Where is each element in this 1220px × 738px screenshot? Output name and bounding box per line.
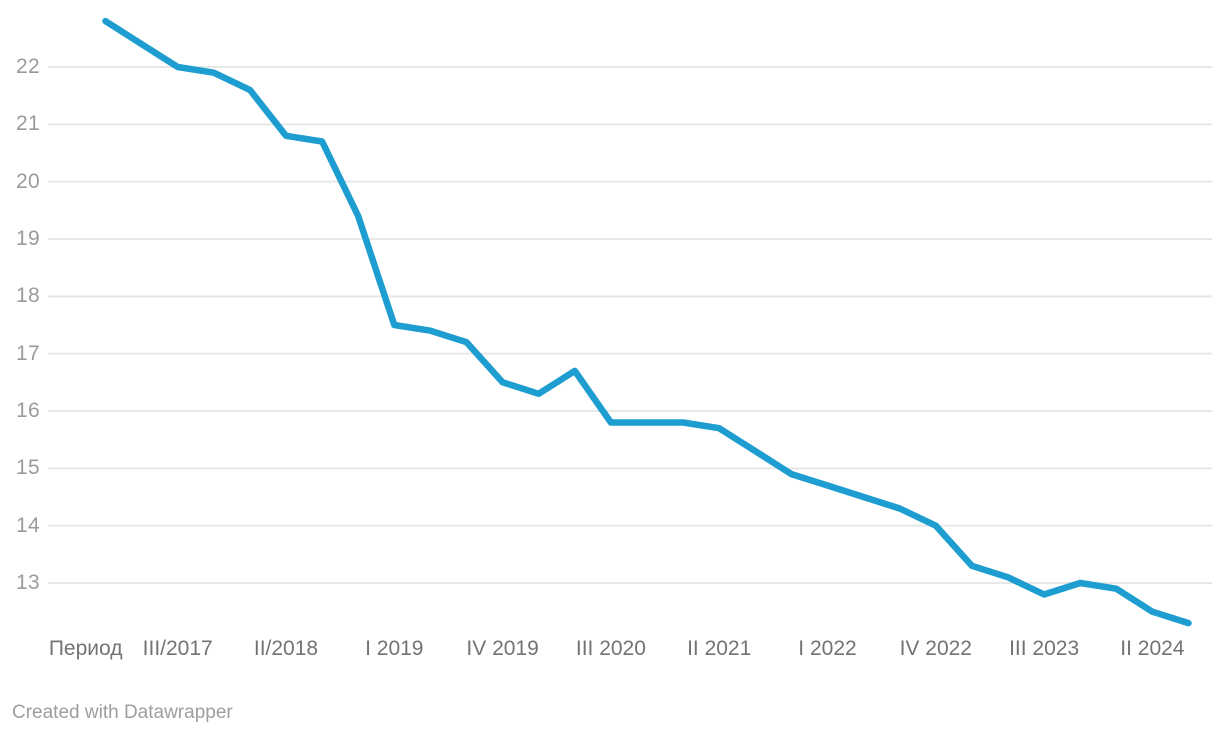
x-tick-label: III 2023 — [1009, 637, 1080, 660]
y-tick-label: 16 — [16, 398, 40, 422]
y-tick-label: 13 — [16, 570, 40, 594]
gridlines — [48, 66, 1212, 584]
x-tick-label: Период — [48, 637, 123, 660]
x-tick-label: II/2018 — [253, 637, 319, 660]
y-tick-label: 14 — [16, 513, 40, 537]
x-tick-label: IV 2019 — [466, 637, 539, 660]
x-tick-label: III 2020 — [575, 637, 646, 660]
y-tick-label: 15 — [16, 456, 40, 480]
y-tick-label: 22 — [16, 55, 40, 78]
x-tick-label: III/2017 — [142, 637, 213, 660]
y-tick-label: 19 — [16, 226, 40, 250]
data-line — [102, 17, 1192, 627]
y-tick-label: 18 — [16, 284, 40, 308]
x-tick-label: I 2019 — [365, 637, 424, 660]
x-tick-label: II 2021 — [687, 637, 752, 660]
y-tick-label: 21 — [16, 112, 40, 136]
x-tick-label: II 2024 — [1120, 637, 1185, 660]
y-tick-label: 17 — [16, 341, 40, 365]
attribution-text: Created with Datawrapper — [12, 702, 233, 723]
x-tick-label: IV 2022 — [899, 637, 972, 660]
y-tick-label: 20 — [16, 169, 40, 193]
x-tick-label: I 2022 — [798, 637, 857, 660]
